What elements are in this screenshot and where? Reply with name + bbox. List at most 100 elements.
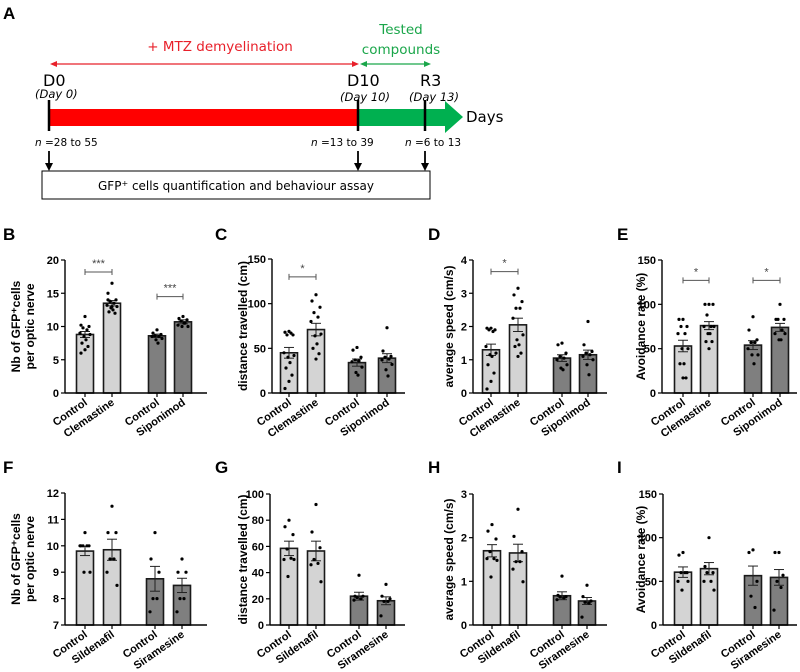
data-point — [773, 331, 777, 336]
data-point — [517, 343, 521, 347]
y-tick-label: 15 — [47, 288, 59, 300]
data-point — [705, 571, 709, 575]
y-tick-label: 11 — [47, 514, 59, 526]
down-arrow-d0 — [45, 151, 53, 171]
data-point — [581, 354, 585, 359]
assay-text-superscript: + — [121, 179, 128, 188]
data-point — [512, 293, 516, 297]
data-point — [580, 615, 584, 619]
data-point — [155, 328, 159, 332]
panel-letter-a: A — [3, 4, 15, 23]
y-tick-label: 50 — [644, 344, 656, 356]
data-point — [512, 534, 516, 538]
data-point — [285, 333, 289, 337]
data-point — [486, 529, 490, 533]
data-point — [702, 324, 706, 329]
data-point — [494, 351, 498, 355]
data-point — [285, 547, 289, 551]
data-point — [590, 349, 594, 354]
data-point — [711, 302, 715, 306]
data-point — [677, 317, 681, 322]
data-point — [105, 303, 109, 307]
data-point — [360, 365, 364, 369]
data-point — [155, 597, 159, 601]
data-point — [153, 531, 157, 535]
data-point — [556, 343, 560, 347]
data-point — [679, 571, 683, 575]
data-point — [355, 345, 359, 350]
data-point — [702, 579, 706, 583]
data-point — [153, 334, 157, 338]
data-point — [84, 338, 88, 342]
data-point — [86, 344, 90, 349]
data-point — [775, 579, 779, 583]
y-tick-label: 40 — [252, 568, 264, 580]
n-symbol: n — [405, 137, 412, 149]
timepoint-day-r3: (Day 13) — [409, 90, 459, 104]
data-point — [585, 583, 589, 587]
data-point — [709, 324, 713, 329]
data-point — [487, 328, 491, 332]
data-point — [181, 314, 185, 319]
data-point — [516, 507, 520, 511]
data-point — [388, 597, 392, 601]
data-point — [111, 308, 115, 312]
data-point — [78, 544, 82, 548]
panel-letter-d: D — [428, 225, 440, 244]
data-point — [80, 341, 84, 345]
data-point — [105, 570, 109, 574]
data-point — [106, 298, 110, 302]
data-point — [755, 338, 759, 342]
data-point — [150, 334, 154, 339]
bar-clemastine — [306, 328, 326, 394]
y-tick-label: 0 — [260, 388, 266, 400]
data-point — [686, 579, 690, 583]
data-point — [492, 557, 496, 561]
y-tick-label: 8 — [53, 594, 59, 606]
data-point — [310, 530, 314, 534]
y-tick-label: 0 — [461, 388, 467, 400]
data-point — [783, 331, 787, 336]
data-point — [157, 334, 161, 339]
y-tick-label: 150 — [248, 254, 266, 266]
panel-letter-e: E — [617, 225, 628, 244]
timepoint-code-r3: R3 — [420, 71, 441, 90]
data-point — [177, 316, 181, 321]
data-point — [282, 351, 286, 355]
data-point — [581, 595, 585, 599]
data-point — [386, 374, 390, 378]
data-point — [587, 601, 591, 605]
data-point — [518, 306, 522, 310]
y-tick-label: 7 — [53, 620, 59, 632]
n-range: =13 to 39 — [318, 137, 374, 149]
data-point — [381, 349, 385, 353]
y-tick-label: 0 — [258, 620, 264, 632]
data-point — [677, 553, 681, 557]
y-tick-label: 5 — [53, 355, 59, 367]
data-point — [151, 331, 155, 335]
data-point — [565, 363, 569, 367]
data-point — [179, 319, 183, 323]
data-point — [386, 599, 390, 604]
y-tick-label: 0 — [650, 388, 656, 400]
data-point — [288, 361, 292, 365]
demyelination-label: + MTZ demyelination — [147, 39, 293, 55]
data-point — [679, 324, 683, 329]
panel-letter-g: G — [215, 458, 228, 477]
data-point — [384, 368, 388, 372]
compounds-label-line2: compounds — [362, 42, 440, 58]
data-point — [749, 594, 753, 598]
assay-box-text: GFP+ cells quantification and behaviour … — [98, 179, 374, 194]
data-point — [115, 304, 119, 309]
data-point — [780, 328, 784, 332]
y-tick-label: 20 — [252, 594, 264, 606]
data-point — [752, 362, 756, 366]
data-point — [113, 311, 117, 315]
y-axis-title-line2: per optic nerve — [23, 283, 37, 369]
assay-text-rest: cells quantification and behaviour assay — [128, 179, 374, 193]
data-point — [352, 598, 356, 602]
data-point — [678, 362, 682, 366]
